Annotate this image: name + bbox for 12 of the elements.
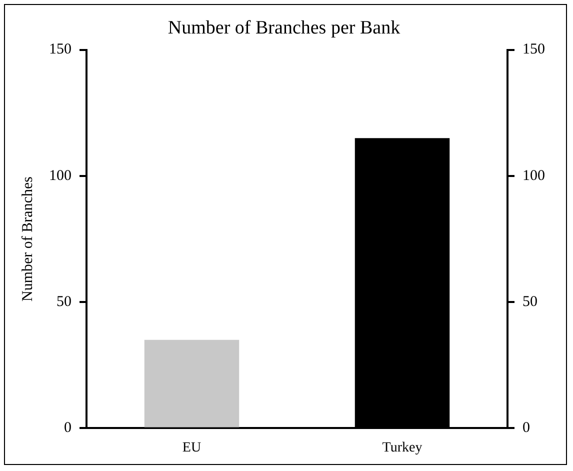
y2-tick-label: 50 (522, 294, 538, 310)
x-tick-label: Turkey (382, 440, 422, 456)
y-tick-label: 100 (49, 168, 72, 184)
x-tick-label: EU (182, 440, 202, 456)
chart-title: Number of Branches per Bank (168, 17, 401, 38)
y-axis-title: Number of Branches (20, 176, 36, 302)
y2-tick-label: 0 (522, 420, 530, 436)
y2-tick-label: 100 (522, 168, 545, 184)
y-tick-label: 0 (64, 420, 72, 436)
y-tick-label: 50 (56, 294, 72, 310)
y2-tick-label: 150 (522, 42, 545, 58)
y-tick-label: 150 (49, 42, 72, 58)
